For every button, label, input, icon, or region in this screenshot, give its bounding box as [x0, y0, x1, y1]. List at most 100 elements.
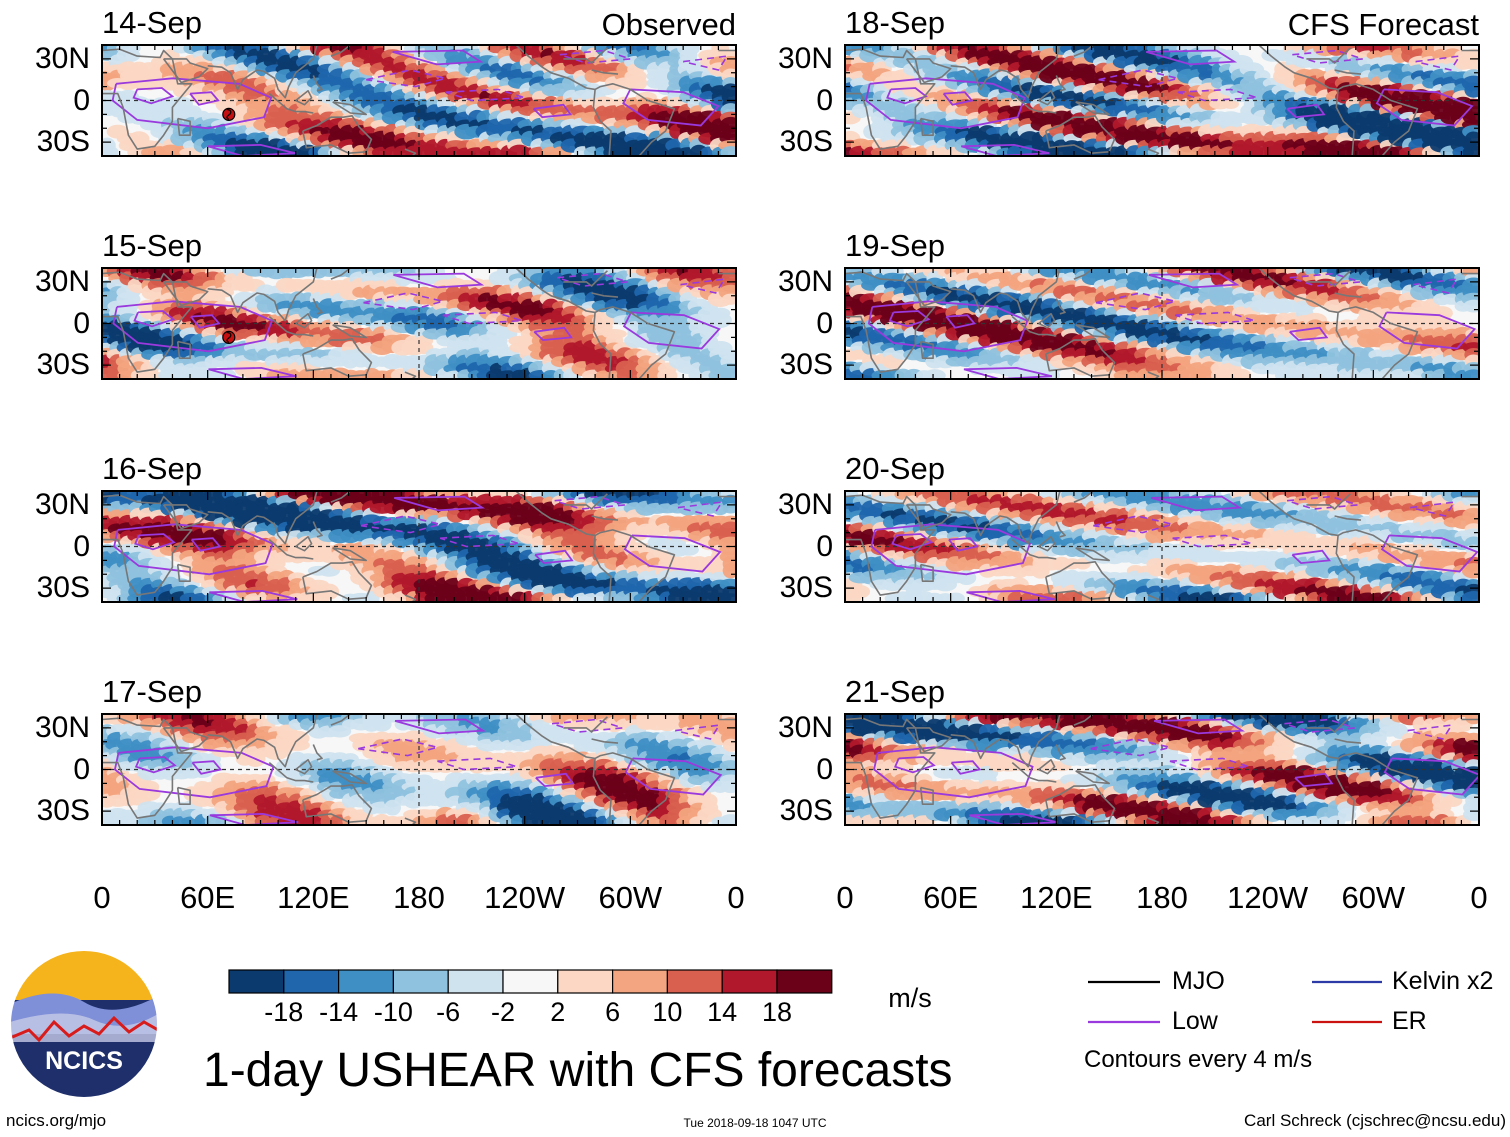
coastline	[404, 594, 417, 602]
coastline	[1038, 758, 1056, 775]
panel-date-label: 20-Sep	[845, 451, 945, 486]
low-contour-negative	[1410, 501, 1456, 517]
shear-field	[102, 45, 736, 156]
coastline	[919, 786, 934, 806]
coastline	[268, 315, 314, 337]
coastline	[312, 521, 323, 538]
coastline	[1055, 744, 1066, 761]
panel-date-label: 21-Sep	[845, 674, 945, 709]
low-contour	[968, 812, 1058, 825]
low-contour	[1145, 49, 1238, 66]
low-contour-negative	[1292, 49, 1364, 64]
y-tick-label: 30N	[34, 487, 90, 521]
coastline	[162, 504, 209, 530]
x-tick-label: 60W	[1341, 880, 1406, 915]
colorbar-label: 14	[707, 997, 738, 1027]
low-contour	[870, 523, 1032, 576]
map-panel-15-sep	[101, 267, 737, 380]
x-tick-label: 180	[1136, 880, 1188, 915]
low-contour	[873, 746, 1034, 799]
x-tick-label: 0	[1470, 880, 1488, 915]
coastline	[102, 271, 193, 373]
x-tick-label: 0	[727, 880, 745, 915]
y-tick-label: 30S	[779, 348, 833, 382]
low-contour	[1375, 88, 1474, 127]
colorbar-swatch	[447, 969, 504, 994]
coastline	[1073, 491, 1094, 503]
low-contour-negative	[683, 55, 729, 71]
coastline	[563, 47, 608, 64]
coastline	[1306, 716, 1351, 733]
coastline	[950, 268, 1061, 322]
coastline	[919, 117, 934, 136]
y-tick-label: 30S	[36, 348, 90, 382]
coastline	[330, 45, 351, 57]
y-tick-label: 0	[816, 529, 833, 563]
low-contour	[209, 812, 299, 825]
coastline	[162, 727, 209, 753]
shear-field	[102, 491, 736, 602]
coastline	[515, 268, 676, 379]
y-tick-label: 0	[816, 83, 833, 117]
coastline	[1258, 714, 1419, 825]
coastline	[563, 716, 608, 733]
low-contour-negative	[675, 724, 721, 740]
coastline	[1045, 783, 1116, 824]
low-contour	[191, 760, 223, 775]
colorbar-swatch	[721, 969, 778, 994]
low-contour	[133, 310, 176, 328]
panel-date-label: 17-Sep	[102, 674, 202, 709]
colorbar-label: -18	[264, 997, 304, 1027]
coastline	[1045, 337, 1116, 378]
colorbar-swatch	[776, 969, 833, 994]
coastline	[1335, 758, 1355, 825]
low-contour	[190, 537, 222, 552]
colorbar-swatch	[283, 969, 340, 994]
coastline	[515, 714, 676, 825]
panel-date-label: 15-Sep	[102, 228, 202, 263]
coastline	[1306, 493, 1351, 510]
coastline	[1334, 292, 1362, 298]
coastline	[332, 770, 368, 785]
coastline	[312, 298, 323, 315]
low-contour	[963, 366, 1053, 379]
coastline	[302, 560, 373, 601]
low-contour-negative	[358, 738, 438, 757]
low-contour	[948, 537, 979, 552]
coastline	[1306, 270, 1351, 287]
coastline	[905, 727, 952, 753]
low-contour-negative	[1090, 738, 1171, 757]
low-contour	[134, 533, 176, 551]
y-tick-label: 0	[73, 752, 90, 786]
coastline	[176, 117, 191, 136]
map-panel-16-sep	[101, 490, 737, 603]
low-contour	[533, 326, 573, 342]
coastline	[176, 340, 191, 360]
colorbar-swatch	[338, 969, 395, 994]
coastline	[295, 758, 313, 775]
footer-author: Carl Schreck (cjschrec@ncsu.edu)	[1244, 1111, 1506, 1130]
coastline	[1147, 594, 1160, 602]
low-contour	[1153, 718, 1245, 735]
low-contour	[1291, 549, 1331, 565]
colorbar-label: -2	[490, 997, 516, 1027]
low-contour	[208, 366, 297, 379]
low-contour-negative	[1412, 278, 1459, 294]
coastline	[1075, 770, 1110, 785]
x-tick-label: 60E	[180, 880, 236, 915]
low-contour	[189, 91, 220, 106]
coastline	[268, 92, 314, 114]
coastline	[1334, 69, 1362, 75]
panel-date-label: 16-Sep	[102, 451, 202, 486]
coastline	[1055, 521, 1066, 538]
coastline	[332, 324, 368, 339]
low-contour-negative	[1095, 292, 1176, 311]
low-contour	[893, 756, 936, 774]
coastline	[207, 491, 318, 545]
coastline	[295, 312, 313, 329]
x-tick-label: 60W	[598, 880, 663, 915]
colorbar-swatch	[557, 969, 614, 994]
column-title: CFS Forecast	[1287, 7, 1479, 42]
low-contour-negative	[1093, 515, 1173, 534]
colorbar-label: 18	[761, 997, 793, 1027]
